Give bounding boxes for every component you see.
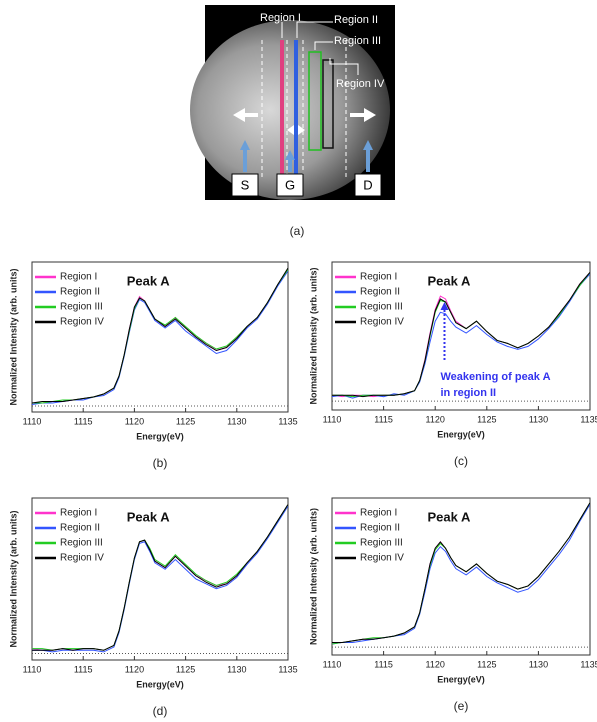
plot-frame (31, 261, 289, 413)
x-axis-label: Energy(eV) (437, 674, 485, 684)
y-axis-label: Normalized Intensity (arb. units) (8, 268, 18, 405)
peak-label: Peak A (427, 273, 470, 288)
terminal-box (231, 173, 259, 197)
spectrum-line (32, 505, 288, 653)
region-strip (280, 40, 284, 180)
terminal-box (276, 173, 304, 197)
x-tick-label: 1130 (529, 659, 548, 669)
x-tick-label: 1135 (278, 416, 297, 426)
spectrum-line (332, 502, 590, 643)
spectrum-line (332, 273, 590, 399)
note-text: in region II (440, 387, 496, 399)
arrows (233, 108, 376, 135)
terminal-label: S (241, 177, 250, 192)
boundary-lines (261, 40, 347, 180)
x-tick-label: 1135 (580, 414, 597, 424)
plot-frame (31, 497, 289, 661)
y-axis-label: Normalized Intensity (arb. units) (308, 508, 318, 645)
x-tick-label: 1120 (125, 416, 144, 426)
x-tick-label: 1115 (374, 659, 393, 669)
panel-caption: (a) (290, 224, 305, 238)
device-disk (190, 20, 390, 200)
x-tick-label: 1130 (529, 414, 548, 424)
legend-label: Region III (60, 302, 103, 313)
probe-arrows (240, 140, 373, 172)
legend-label: Region I (60, 508, 97, 519)
region-label: Region IV (336, 78, 385, 90)
y-axis-label: Normalized Intensity (arb. units) (308, 267, 318, 404)
callout-lines (281, 21, 359, 75)
legend-label: Region II (60, 523, 100, 534)
legend-label: Region III (60, 538, 103, 549)
region-strip (322, 59, 334, 149)
x-axis-label: Energy(eV) (136, 431, 184, 441)
peak-label: Peak A (127, 273, 170, 288)
panel-caption: (d) (153, 704, 168, 718)
legend-label: Region III (360, 302, 403, 313)
region-label: Region II (334, 14, 378, 26)
legend-label: Region II (360, 287, 400, 298)
x-tick-label: 1125 (477, 414, 496, 424)
x-tick-label: 1120 (125, 664, 144, 674)
terminal-label: G (285, 177, 295, 192)
region-label: Region I (260, 12, 301, 24)
peak-label: Peak A (127, 509, 170, 524)
x-axis-label: Energy(eV) (136, 679, 184, 689)
legend-label: Region II (60, 287, 100, 298)
x-tick-label: 1115 (74, 416, 93, 426)
legend-label: Region I (60, 272, 97, 283)
plot-frame (331, 497, 591, 656)
terminal-box (354, 173, 382, 197)
region-strip (294, 40, 298, 180)
legend-label: Region IV (60, 553, 104, 564)
x-tick-label: 1110 (323, 659, 342, 669)
legend-label: Region IV (360, 317, 404, 328)
x-tick-label: 1120 (426, 659, 445, 669)
spectrum-line (332, 272, 590, 398)
legend-label: Region IV (360, 553, 404, 564)
terminal-label: D (363, 177, 372, 192)
x-tick-label: 1110 (23, 664, 42, 674)
device-image: Region I Region II Region III Region IV … (190, 5, 395, 200)
legend-label: Region IV (60, 317, 104, 328)
panel-caption: (c) (454, 454, 468, 468)
peak-label: Peak A (427, 509, 470, 524)
x-tick-label: 1115 (374, 414, 393, 424)
x-tick-label: 1130 (227, 664, 246, 674)
x-tick-label: 1125 (477, 659, 496, 669)
x-axis-label: Energy(eV) (437, 429, 485, 439)
note-text: Weakening of peak A (440, 371, 550, 383)
legend-label: Region II (360, 523, 400, 534)
panel-caption: (b) (153, 456, 168, 470)
x-tick-label: 1135 (580, 659, 597, 669)
x-tick-label: 1120 (426, 414, 445, 424)
x-tick-label: 1110 (23, 416, 42, 426)
spectrum-line (32, 267, 288, 404)
x-tick-label: 1110 (323, 414, 342, 424)
x-tick-label: 1115 (74, 664, 93, 674)
legend-label: Region I (360, 272, 397, 283)
x-tick-label: 1125 (176, 664, 195, 674)
spectrum-line (32, 504, 288, 651)
legend-label: Region III (360, 538, 403, 549)
plot-frame (331, 261, 591, 411)
region-strip (308, 51, 322, 151)
y-axis-label: Normalized Intensity (arb. units) (8, 510, 18, 647)
x-tick-label: 1130 (227, 416, 246, 426)
region-label: Region III (334, 35, 381, 47)
note-arrowhead (440, 302, 449, 310)
x-tick-label: 1135 (278, 664, 297, 674)
spectrum-line (32, 270, 288, 405)
x-tick-label: 1125 (176, 416, 195, 426)
legend-label: Region I (360, 508, 397, 519)
panel-caption: (e) (454, 699, 469, 713)
